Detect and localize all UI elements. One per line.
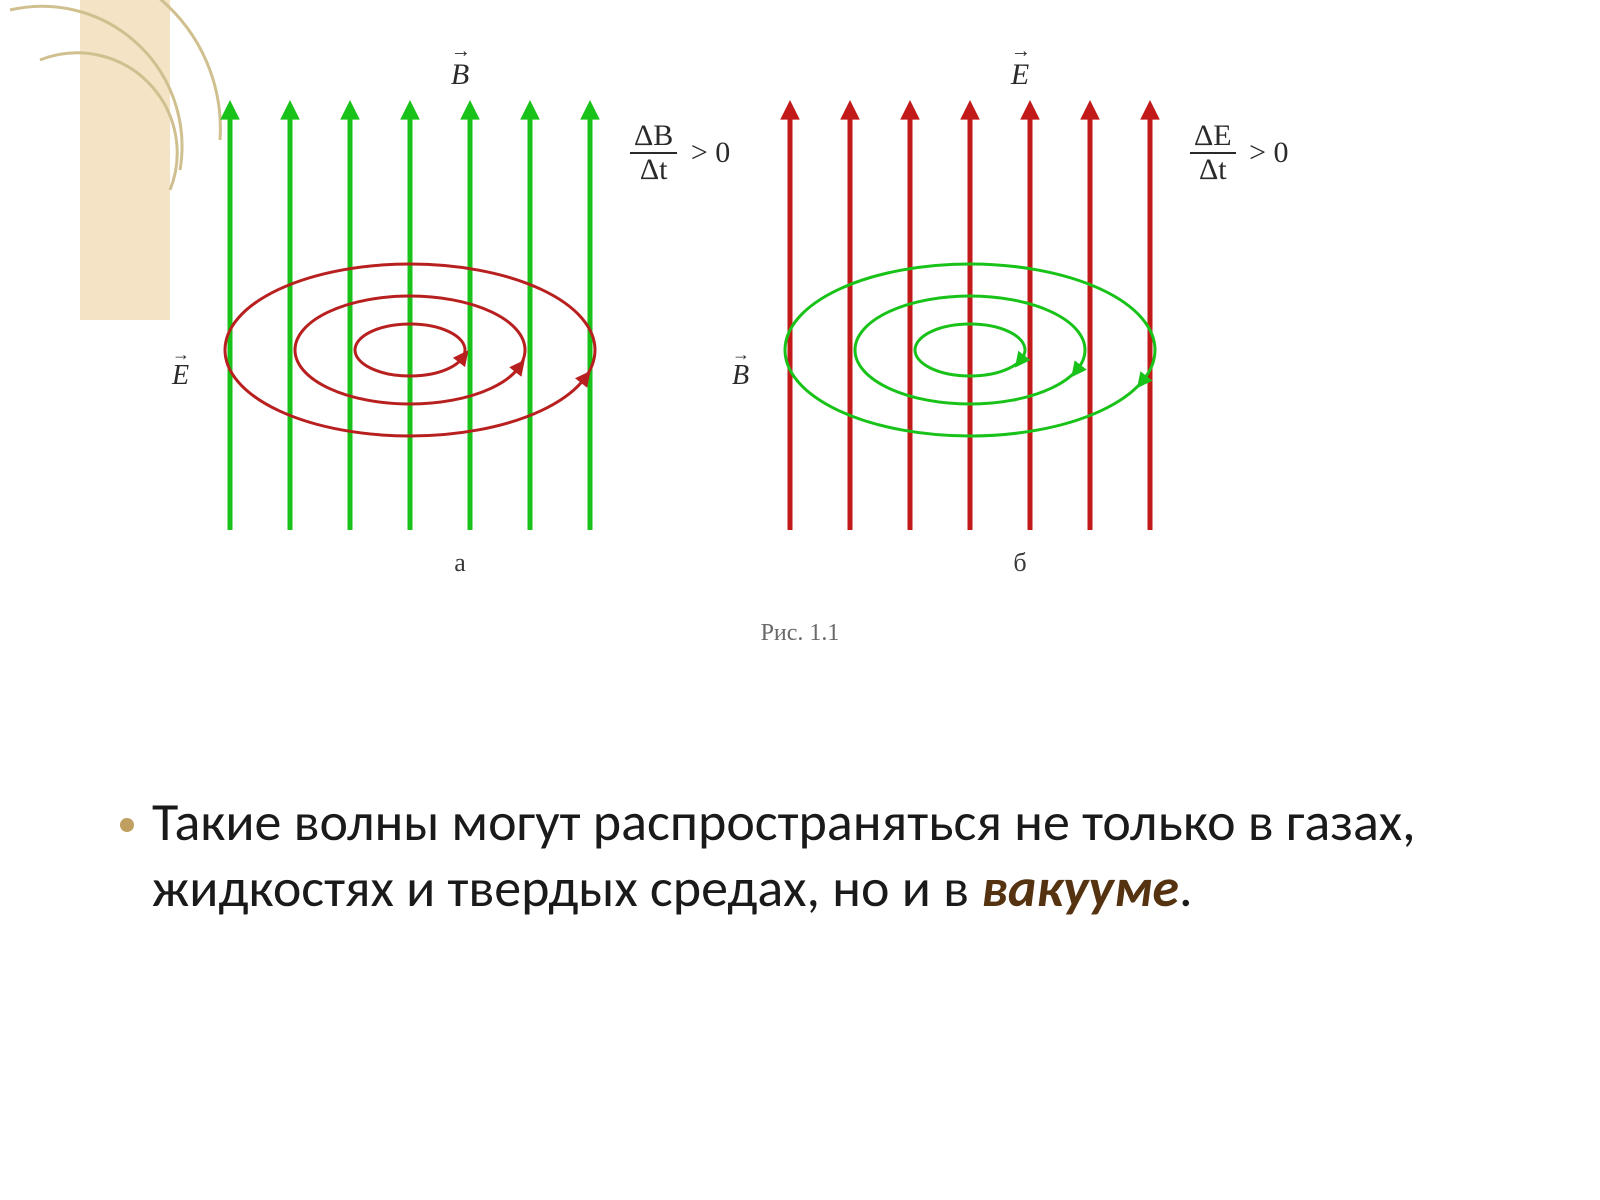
figure: B E ΔBΔt > 0 а E B ΔEΔt > 0 б Рис. 1.1: [210, 90, 1390, 610]
body-text-block: Такие волны могут распространяться не то…: [120, 790, 1540, 922]
equation-a: ΔBΔt > 0: [630, 120, 790, 185]
body-text-tail: .: [1179, 855, 1193, 921]
top-vector-label-a: B: [210, 58, 710, 92]
diagram-a: [210, 90, 610, 540]
side-vector-label-a: E: [172, 360, 189, 392]
body-text: Такие волны могут распространяться не то…: [152, 790, 1540, 922]
figure-caption: Рис. 1.1: [210, 620, 1390, 647]
subfig-label-b: б: [770, 548, 1270, 578]
body-text-plain: Такие волны могут распространяться не то…: [152, 789, 1416, 921]
bullet-marker: [120, 818, 134, 832]
subfig-label-a: а: [210, 548, 710, 578]
side-vector-label-b: B: [732, 360, 749, 392]
equation-b: ΔEΔt > 0: [1190, 120, 1350, 185]
subfigure-a: B E ΔBΔt > 0 а: [210, 90, 710, 570]
top-vector-label-b: E: [770, 58, 1270, 92]
subfigure-b: E B ΔEΔt > 0 б: [770, 90, 1270, 570]
body-text-emph: вакууме: [981, 855, 1179, 921]
diagram-b: [770, 90, 1170, 540]
